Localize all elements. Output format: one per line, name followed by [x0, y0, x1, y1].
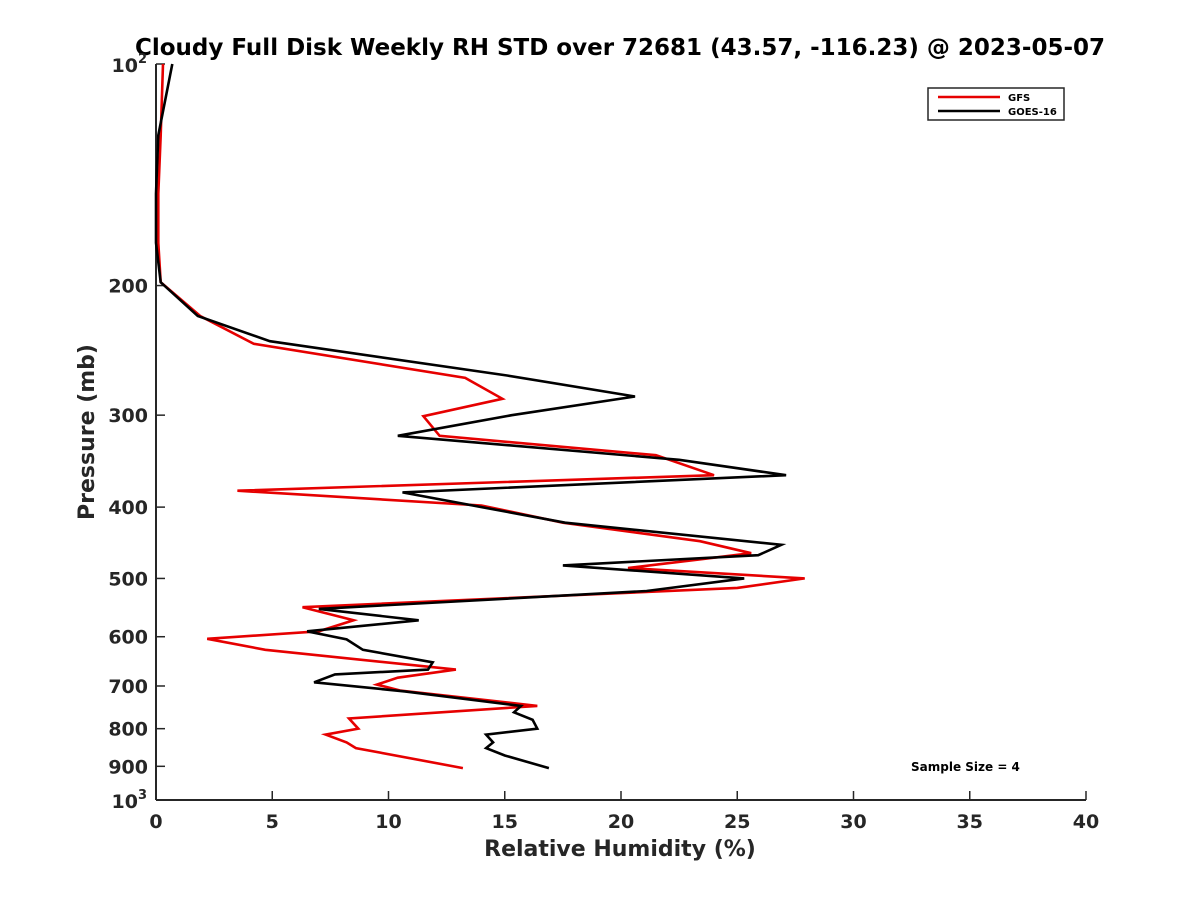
y-tick-base: 10 — [112, 791, 138, 813]
x-tick-label: 40 — [1073, 811, 1099, 833]
legend: GFS GOES-16 — [927, 87, 1065, 121]
x-tick-label: 0 — [149, 811, 162, 833]
y-tick-exponent: 3 — [138, 788, 147, 803]
x-tick-label: 15 — [492, 811, 518, 833]
y-tick-label: 700 — [108, 676, 148, 698]
sample-size-annotation: Sample Size = 4 — [911, 760, 1020, 774]
y-tick-label: 400 — [108, 497, 148, 519]
x-tick-label: 30 — [840, 811, 866, 833]
x-axis-ticks: 0 5 10 15 20 25 30 35 40 — [149, 791, 1099, 833]
legend-box — [927, 87, 1065, 121]
y-tick-base: 10 — [112, 55, 138, 77]
chart-title: Cloudy Full Disk Weekly RH STD over 7268… — [135, 35, 1105, 61]
y-tick-label: 900 — [108, 756, 148, 778]
y-tick-label-power: 102 — [112, 52, 148, 77]
x-axis-label: Relative Humidity (%) — [484, 837, 756, 862]
y-tick-label: 200 — [108, 276, 148, 298]
x-tick-label: 10 — [375, 811, 401, 833]
x-tick-label: 25 — [724, 811, 750, 833]
legend-label-gfs: GFS — [1008, 93, 1030, 104]
y-tick-label: 500 — [108, 568, 148, 590]
series-layer — [154, 63, 805, 770]
y-tick-exponent: 2 — [138, 52, 147, 67]
y-tick-label: 600 — [108, 627, 148, 649]
y-tick-label: 300 — [108, 405, 148, 427]
x-tick-label: 5 — [266, 811, 279, 833]
x-tick-label: 20 — [608, 811, 634, 833]
legend-label-goes16: GOES-16 — [1008, 107, 1057, 118]
x-tick-label: 35 — [957, 811, 983, 833]
y-tick-label: 800 — [108, 719, 148, 741]
series-goes-16 — [154, 63, 787, 770]
y-axis-label: Pressure (mb) — [75, 344, 100, 520]
y-tick-label-power: 103 — [112, 788, 148, 813]
